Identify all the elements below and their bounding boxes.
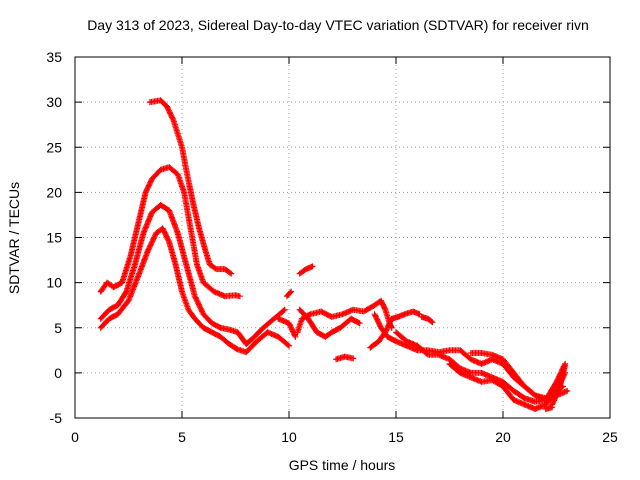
series-track-1: [146, 97, 235, 277]
series-markers: [275, 315, 299, 340]
y-axis-title: SDTVAR / TECUs: [6, 182, 22, 294]
y-tick-label: 0: [54, 365, 62, 381]
y-tick-label: 15: [46, 230, 62, 246]
series-track-9: [393, 329, 569, 405]
series-track-5: [294, 297, 395, 336]
x-tick-label: 15: [388, 429, 404, 445]
series-track-11: [467, 350, 569, 403]
series-track-14: [296, 263, 316, 277]
data-points: [97, 97, 571, 412]
series-markers: [446, 360, 566, 412]
y-tick-label: 5: [54, 320, 62, 336]
series-markers: [294, 297, 395, 336]
x-tick-label: 5: [178, 429, 186, 445]
series-markers: [418, 313, 436, 326]
series-markers: [542, 404, 556, 412]
series-track-3: [97, 202, 288, 347]
series-markers: [97, 225, 292, 356]
y-tick-label: 10: [46, 275, 62, 291]
chart-title: Day 313 of 2023, Sidereal Day-to-day VTE…: [87, 17, 589, 33]
series-markers: [467, 350, 569, 403]
x-tick-label: 10: [281, 429, 297, 445]
y-tick-label: 35: [46, 49, 62, 65]
y-tick-label: 30: [46, 94, 62, 110]
series-markers: [371, 311, 571, 402]
series-track-13: [275, 315, 299, 340]
y-tick-labels: -5 0 5 10 15 20 25 30 35: [46, 49, 62, 426]
x-axis-title: GPS time / hours: [289, 457, 396, 473]
series-track-17: [542, 404, 556, 412]
x-tick-label: 0: [71, 429, 79, 445]
series-track-8: [371, 311, 571, 402]
series-track-2: [97, 164, 243, 300]
series-track-10: [446, 360, 566, 412]
x-tick-labels: 0 5 10 15 20 25: [71, 429, 618, 445]
x-tick-label: 25: [602, 429, 618, 445]
y-tick-label: 25: [46, 139, 62, 155]
series-markers: [296, 263, 316, 277]
y-tick-label: -5: [50, 410, 63, 426]
series-track-12: [333, 353, 357, 363]
axis-ticks: [74, 56, 611, 419]
x-tick-label: 20: [495, 429, 511, 445]
series-track-18: [283, 288, 295, 300]
series-markers: [333, 353, 357, 363]
series-markers: [146, 97, 235, 277]
series-track-6: [296, 306, 363, 340]
series-track-15: [418, 313, 436, 326]
series-track-4: [97, 225, 292, 356]
series-markers: [97, 164, 243, 300]
y-tick-label: 20: [46, 184, 62, 200]
series-markers: [283, 288, 295, 300]
series-markers: [393, 329, 569, 405]
series-markers: [296, 306, 363, 340]
series-markers: [97, 202, 288, 347]
